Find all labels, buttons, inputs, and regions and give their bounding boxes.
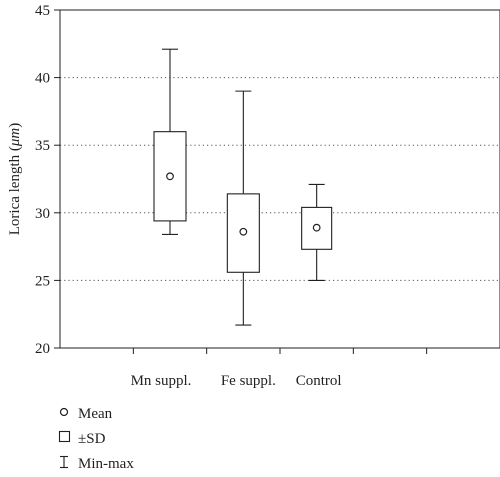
y-tick-label: 25: [35, 273, 50, 289]
y-axis: 20 25 30 35 40 45: [35, 3, 60, 357]
x-category-label: Fe suppl.: [221, 373, 276, 389]
x-category-label: Control: [296, 373, 342, 389]
x-axis: Mn suppl. Fe suppl. Control: [131, 348, 428, 389]
y-tick-label: 35: [35, 138, 50, 154]
y-tick-label: 40: [35, 71, 50, 87]
box-1: [226, 90, 260, 326]
box-plot-chart: 20 25 30 35 40 45 Mn suppl. Fe suppl. Control L…: [7, 3, 500, 389]
box-0: [153, 48, 187, 235]
legend-label-minmax: Min-max: [78, 456, 134, 472]
legend-label-sd: ±SD: [78, 431, 106, 447]
legend-item-minmax: Min-max: [58, 452, 134, 477]
mean-marker: [239, 227, 248, 236]
y-axis-title: Lorica length (μm): [7, 123, 23, 236]
y-tick-label: 20: [35, 341, 50, 357]
boxes: [153, 48, 333, 326]
plot-frame: [59, 9, 500, 349]
square-icon: [58, 430, 78, 449]
box-2: [301, 183, 333, 281]
y-tick-label: 45: [35, 3, 50, 19]
x-category-label: Mn suppl.: [131, 373, 192, 389]
mean-marker: [312, 223, 321, 232]
mean-marker: [166, 172, 174, 181]
gridlines: [60, 77, 500, 281]
y-tick-label: 30: [35, 206, 50, 222]
legend: Mean ±SD Min-max: [58, 402, 134, 477]
circle-icon: [58, 406, 78, 423]
legend-item-mean: Mean: [58, 402, 134, 427]
legend-label-mean: Mean: [78, 406, 113, 422]
whisker-icon: [58, 455, 78, 474]
legend-item-sd: ±SD: [58, 427, 134, 452]
